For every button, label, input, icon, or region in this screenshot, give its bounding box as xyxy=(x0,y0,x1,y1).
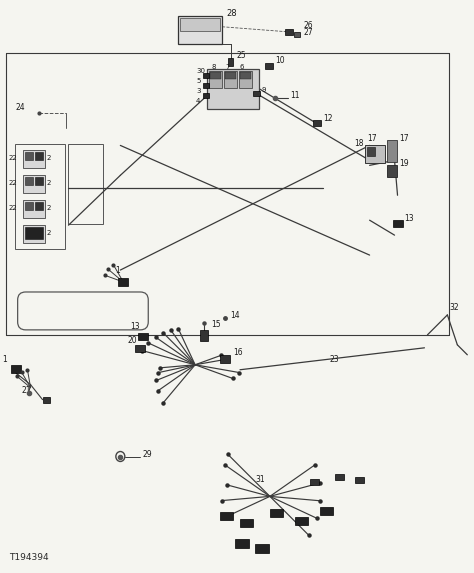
Text: 13: 13 xyxy=(404,214,414,223)
Text: 17: 17 xyxy=(368,134,377,143)
Text: 2: 2 xyxy=(46,155,51,162)
Bar xyxy=(207,69,259,108)
Bar xyxy=(25,177,33,185)
Bar xyxy=(235,539,249,548)
Text: 30: 30 xyxy=(196,68,205,74)
Bar xyxy=(270,509,283,517)
Text: 15: 15 xyxy=(211,320,221,329)
Text: T194394: T194394 xyxy=(9,553,48,562)
Bar xyxy=(203,93,209,97)
Text: 21: 21 xyxy=(22,386,31,395)
Text: 7: 7 xyxy=(225,64,229,70)
Bar xyxy=(255,544,269,553)
Bar xyxy=(11,365,21,373)
Bar xyxy=(209,70,222,88)
Bar xyxy=(285,29,293,35)
Text: 22: 22 xyxy=(9,205,18,211)
Text: 11: 11 xyxy=(290,91,300,100)
Bar xyxy=(240,72,251,79)
Text: 23: 23 xyxy=(330,355,339,364)
Bar xyxy=(23,225,45,243)
Text: 25: 25 xyxy=(236,51,246,60)
Text: 19: 19 xyxy=(400,159,409,168)
Bar xyxy=(355,477,364,484)
Text: 10: 10 xyxy=(275,56,284,65)
Text: 9: 9 xyxy=(262,87,266,93)
Bar xyxy=(23,175,45,193)
Bar xyxy=(23,150,45,168)
Bar xyxy=(294,32,300,37)
Text: 5: 5 xyxy=(196,77,201,84)
Bar xyxy=(203,83,209,88)
Bar xyxy=(366,147,374,156)
Bar xyxy=(320,507,333,515)
Text: 26: 26 xyxy=(304,21,313,30)
Bar xyxy=(392,220,402,227)
Text: 1: 1 xyxy=(3,355,8,364)
Bar xyxy=(200,330,208,341)
Bar xyxy=(138,333,148,340)
Text: 17: 17 xyxy=(400,134,409,143)
Text: 13: 13 xyxy=(130,323,140,331)
Text: 27: 27 xyxy=(304,28,313,37)
Bar xyxy=(335,474,344,480)
Text: 14: 14 xyxy=(230,311,240,320)
Bar xyxy=(265,62,273,69)
Text: 20: 20 xyxy=(128,336,137,346)
Bar xyxy=(35,177,43,185)
Bar xyxy=(239,70,252,88)
Bar xyxy=(228,58,233,66)
Bar xyxy=(295,517,308,525)
Bar xyxy=(387,140,397,162)
Bar xyxy=(387,166,397,177)
Bar xyxy=(313,120,321,127)
Text: 8: 8 xyxy=(211,64,216,70)
Bar xyxy=(35,152,43,160)
Text: 22: 22 xyxy=(9,180,18,186)
Bar xyxy=(35,202,43,210)
Bar xyxy=(25,152,33,160)
Bar xyxy=(203,73,209,77)
Bar xyxy=(23,200,45,218)
Text: 31: 31 xyxy=(255,475,264,484)
Bar xyxy=(43,397,50,403)
Bar xyxy=(118,278,128,286)
Text: 6: 6 xyxy=(240,64,245,70)
Text: 28: 28 xyxy=(226,9,237,18)
Bar xyxy=(210,72,221,79)
Text: 2: 2 xyxy=(46,230,51,236)
Text: 18: 18 xyxy=(355,139,364,148)
Bar xyxy=(240,519,253,527)
Text: 3: 3 xyxy=(196,88,201,93)
Bar xyxy=(178,16,222,44)
Text: 2: 2 xyxy=(46,205,51,211)
Text: 29: 29 xyxy=(142,450,152,459)
Bar xyxy=(135,345,145,352)
Text: 2: 2 xyxy=(46,180,51,186)
Bar xyxy=(25,202,33,210)
Text: 1: 1 xyxy=(115,265,120,274)
Bar xyxy=(220,512,233,520)
Bar xyxy=(25,227,43,239)
Bar xyxy=(225,72,236,79)
Text: 32: 32 xyxy=(449,304,459,312)
Text: 16: 16 xyxy=(233,348,243,358)
Bar xyxy=(365,146,384,163)
Text: 12: 12 xyxy=(323,114,332,123)
Bar xyxy=(224,70,237,88)
Text: 24: 24 xyxy=(16,103,25,112)
Bar xyxy=(69,144,103,224)
Bar xyxy=(253,91,260,96)
Bar xyxy=(180,18,220,31)
Bar xyxy=(220,355,230,363)
Bar xyxy=(15,144,64,249)
Text: 22: 22 xyxy=(9,155,18,162)
Text: 4: 4 xyxy=(196,97,201,104)
Bar xyxy=(310,480,319,485)
